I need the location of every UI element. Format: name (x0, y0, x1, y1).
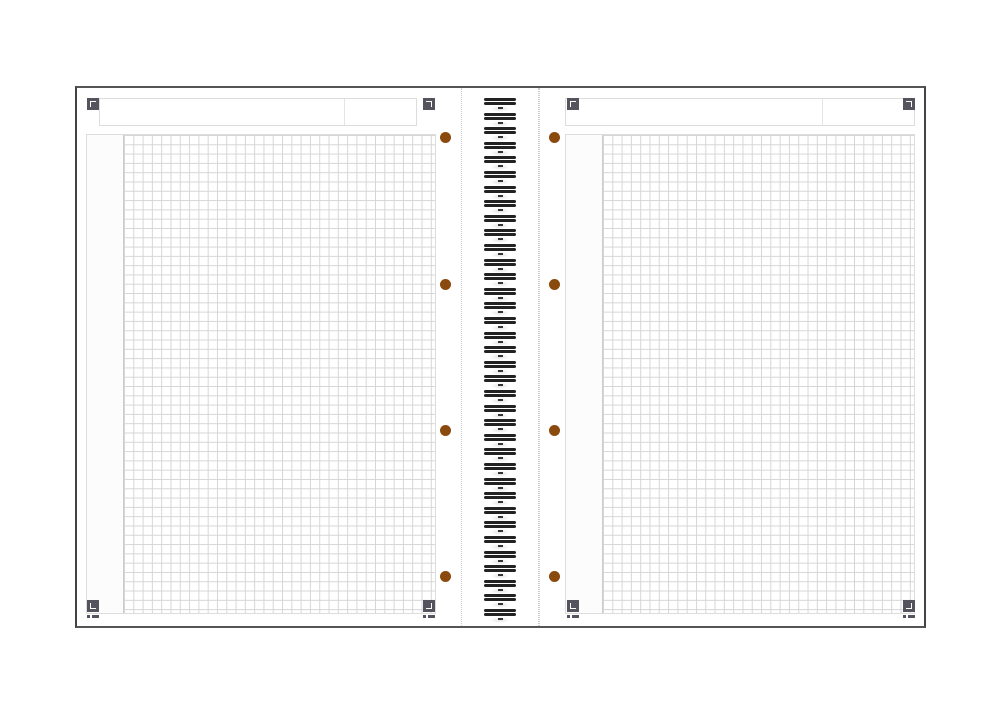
spiral-ring (484, 390, 516, 404)
spiral-ring (484, 331, 516, 346)
marker-dots-icon (903, 615, 915, 618)
spiral-ring (484, 244, 516, 258)
square-grid (602, 135, 914, 613)
spiral-ring (484, 536, 516, 550)
marker-dots-icon (423, 615, 435, 618)
right-page (539, 86, 926, 628)
page-frame (565, 134, 915, 614)
spiral-ring (484, 127, 516, 142)
spiral-ring (484, 609, 516, 623)
spiral-ring (484, 506, 516, 521)
spiral-ring (484, 98, 516, 112)
square-grid (123, 135, 435, 613)
spiral-ring (484, 141, 516, 156)
spiral-ring (484, 229, 516, 244)
page-edge-line (538, 88, 539, 626)
spiral-ring (484, 579, 516, 594)
spiral-ring (484, 565, 516, 580)
spiral-ring (484, 273, 516, 288)
spiral-ring (484, 463, 516, 477)
spiral-ring (484, 433, 516, 448)
punch-hole-icon (440, 132, 451, 143)
page-edge-line (539, 88, 540, 626)
spiral-ring (484, 185, 516, 200)
spiral-ring (484, 404, 516, 419)
spiral-ring (484, 258, 516, 273)
page-frame (86, 134, 436, 614)
corner-mark-icon (87, 98, 99, 110)
header-box (99, 98, 417, 126)
spiral-ring (484, 346, 516, 361)
corner-mark-icon (567, 600, 579, 612)
punch-hole-icon (440, 279, 451, 290)
spiral-ring (484, 492, 516, 507)
punch-hole-icon (549, 425, 560, 436)
header-divider (822, 99, 823, 125)
spiral-ring (484, 521, 516, 536)
spiral-ring (484, 302, 516, 317)
spiral-ring (484, 477, 516, 492)
header-divider (344, 99, 345, 125)
spiral-ring (484, 594, 516, 609)
punch-hole-icon (549, 132, 560, 143)
corner-mark-icon (87, 600, 99, 612)
spiral-binding (461, 86, 539, 628)
punch-hole-icon (440, 425, 451, 436)
corner-mark-icon (567, 98, 579, 110)
punch-hole-icon (440, 571, 451, 582)
page-edge-line (461, 88, 462, 626)
marker-dots-icon (567, 615, 579, 618)
punch-hole-icon (549, 571, 560, 582)
spiral-ring (484, 214, 516, 229)
spiral-ring (484, 171, 516, 185)
spiral-ring (484, 448, 516, 463)
spiral-ring (484, 550, 516, 565)
spiral-ring (484, 287, 516, 302)
spiral-ring (484, 112, 516, 127)
corner-mark-icon (903, 98, 915, 110)
spiral-ring (484, 317, 516, 331)
spiral-ring (484, 200, 516, 215)
left-page (75, 86, 462, 628)
spiral-ring (484, 375, 516, 390)
punch-hole-icon (549, 279, 560, 290)
corner-mark-icon (423, 600, 435, 612)
marker-dots-icon (87, 615, 99, 618)
header-box (565, 98, 915, 126)
spiral-ring (484, 156, 516, 171)
spiral-ring (484, 419, 516, 434)
corner-mark-icon (423, 98, 435, 110)
spiral-ring (484, 360, 516, 375)
corner-mark-icon (903, 600, 915, 612)
